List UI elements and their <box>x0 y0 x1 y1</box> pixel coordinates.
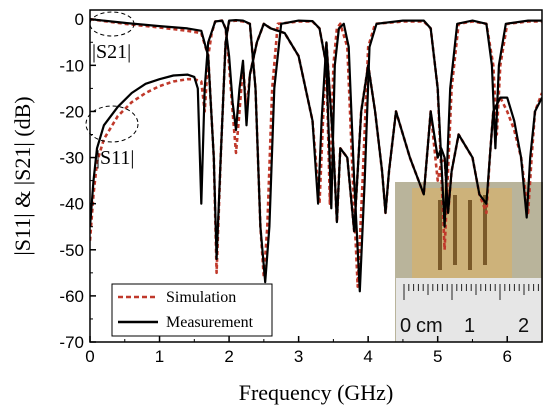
y-tick-label-0: 0 <box>75 10 84 29</box>
y-tick-label--70: -70 <box>59 333 84 352</box>
x-tick-label-4: 4 <box>363 347 372 366</box>
y-axis-title: |S11| & |S21| (dB) <box>10 96 35 255</box>
y-tick-label--40: -40 <box>59 195 84 214</box>
legend-label-measurement: Measurement <box>166 314 254 331</box>
legend-label-simulation: Simulation <box>166 289 236 306</box>
x-axis-title: Frequency (GHz) <box>239 380 394 405</box>
ruler-label-unit: cm <box>416 315 443 337</box>
x-tick-label-6: 6 <box>502 347 511 366</box>
ruler-label-0: 0 <box>400 315 411 337</box>
s21-callout-ellipse <box>89 11 135 37</box>
x-tick-label-5: 5 <box>433 347 442 366</box>
y-tick-label--30: -30 <box>59 149 84 168</box>
inset-device-photo: 0 cm 1 2 <box>395 182 543 342</box>
s11-callout-ellipse <box>85 105 139 143</box>
x-tick-label-0: 0 <box>85 347 94 366</box>
series-measurement-s11 <box>90 19 542 233</box>
x-tick-label-3: 3 <box>294 347 303 366</box>
ruler-label-2: 2 <box>518 315 529 337</box>
y-tick-label--20: -20 <box>59 102 84 121</box>
legend: Simulation Measurement <box>111 283 273 337</box>
s21-annotation: |S21| <box>92 41 131 63</box>
x-tick-label-1: 1 <box>155 347 164 366</box>
y-tick-label--10: -10 <box>59 56 84 75</box>
series-measurement-s21 <box>90 18 542 293</box>
ruler-label-1: 1 <box>464 315 475 337</box>
plot-frame <box>89 9 543 343</box>
x-tick-label-2: 2 <box>224 347 233 366</box>
s11-annotation: |S11| <box>96 147 134 169</box>
y-tick-label--60: -60 <box>59 287 84 306</box>
y-tick-label--50: -50 <box>59 241 84 260</box>
